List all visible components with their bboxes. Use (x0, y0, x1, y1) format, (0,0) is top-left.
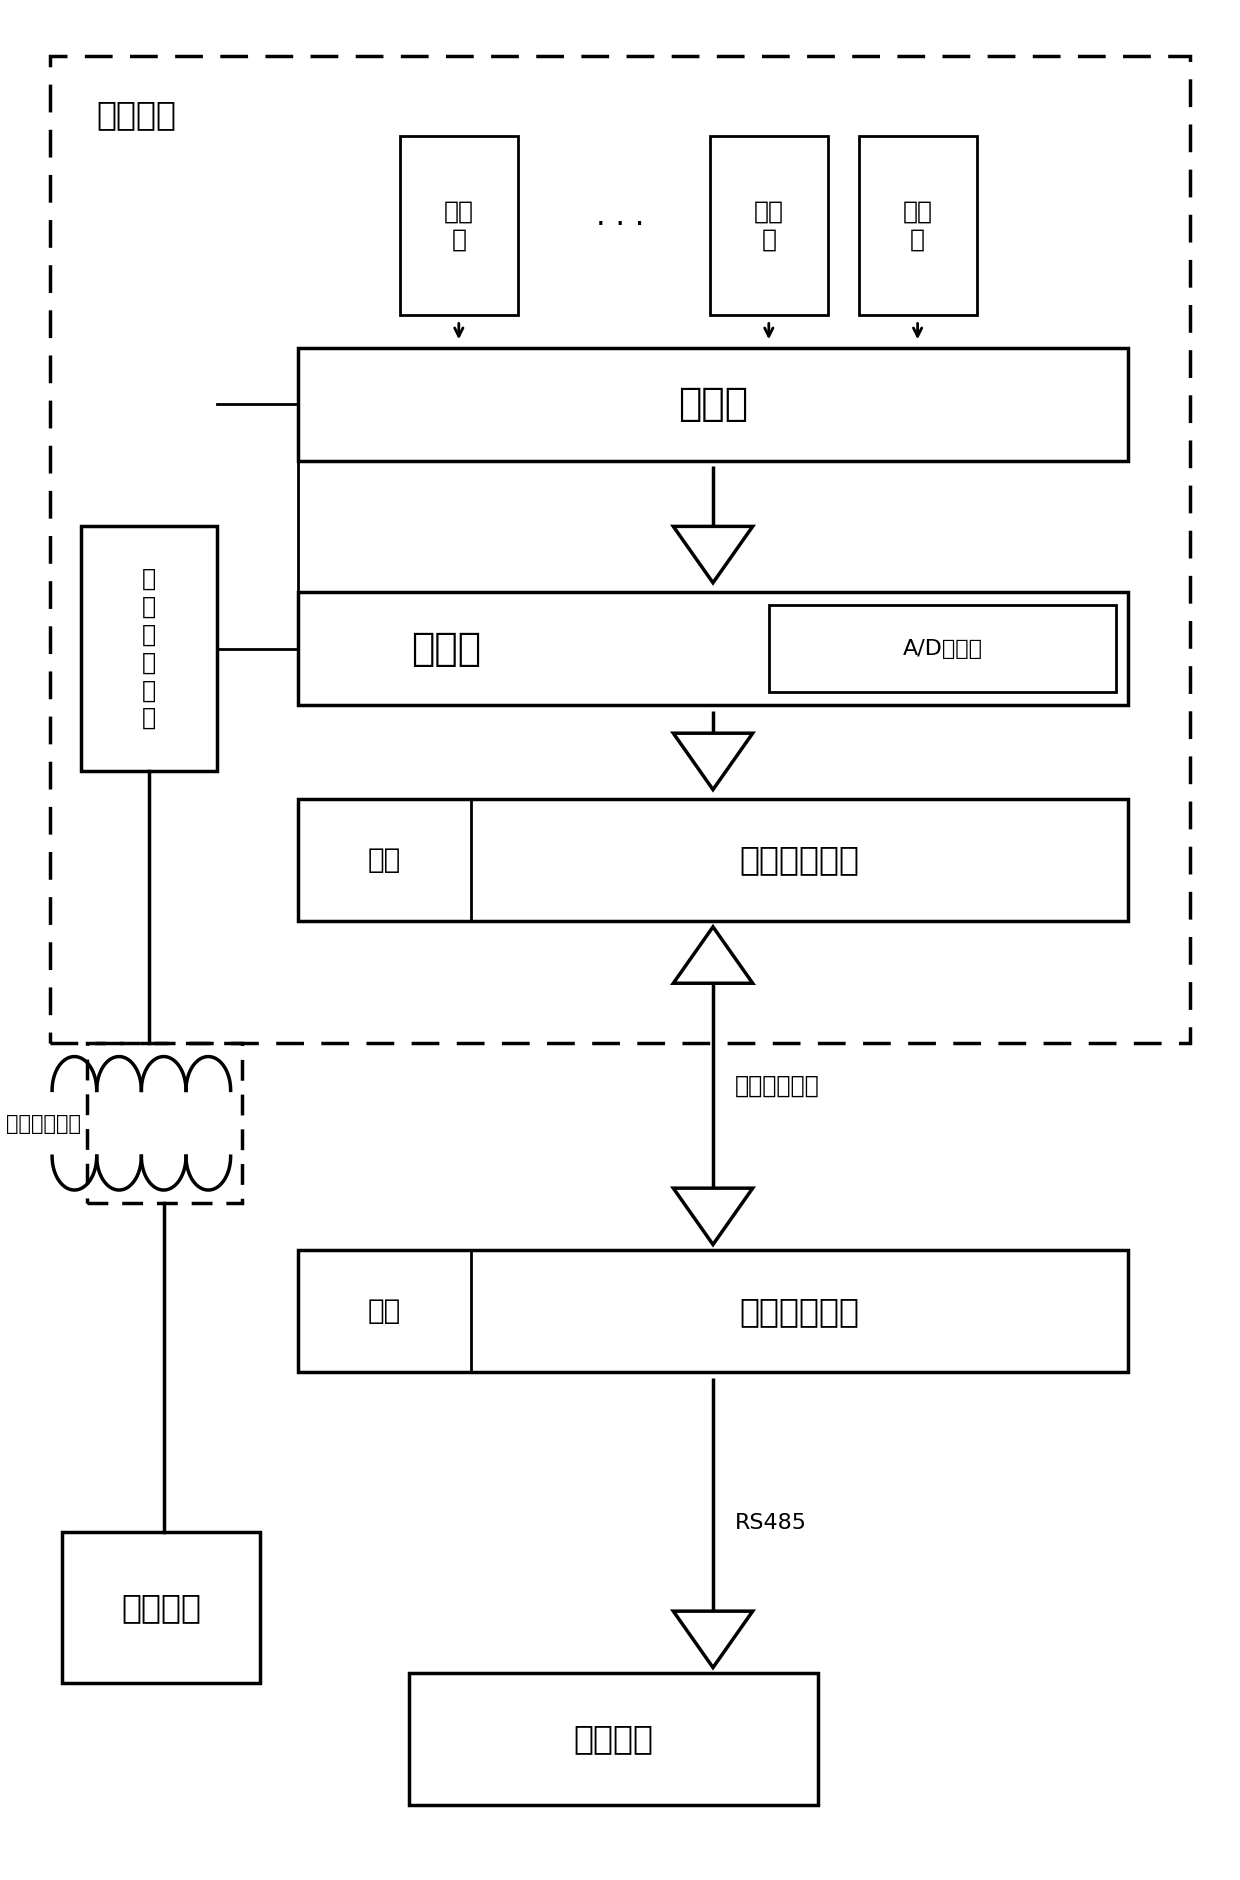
Text: 互感式变压器: 互感式变压器 (6, 1115, 81, 1134)
Bar (769, 605, 1116, 692)
Polygon shape (673, 1611, 753, 1668)
Polygon shape (673, 927, 753, 983)
Bar (298, 1250, 1128, 1372)
Polygon shape (673, 733, 753, 790)
Text: · · ·: · · · (595, 211, 645, 241)
Bar (81, 526, 217, 771)
Bar (87, 1043, 242, 1203)
Text: 传感
器: 传感 器 (903, 199, 932, 252)
Text: 无线传输模块: 无线传输模块 (740, 1295, 859, 1327)
Text: 处理器: 处理器 (412, 630, 481, 667)
Text: 传感
器: 传感 器 (754, 199, 784, 252)
Bar (409, 1673, 818, 1805)
Bar (298, 348, 1128, 461)
Text: 外部电源: 外部电源 (122, 1590, 201, 1624)
Bar (298, 592, 1128, 705)
Text: 外部设备: 外部设备 (574, 1722, 653, 1756)
Bar (858, 137, 977, 314)
Bar (298, 799, 1128, 921)
Polygon shape (673, 526, 753, 583)
Bar (62, 1532, 260, 1683)
Text: 放大器: 放大器 (678, 385, 748, 423)
Text: 红外无线传输: 红外无线传输 (735, 1073, 820, 1098)
Bar (50, 56, 1190, 1043)
Polygon shape (673, 1188, 753, 1245)
Text: 传感
器: 传感 器 (444, 199, 474, 252)
Bar (709, 137, 828, 314)
Text: 旋转部件: 旋转部件 (97, 98, 176, 132)
Text: 编码: 编码 (368, 846, 401, 874)
Text: 整
流
滤
波
模
块: 整 流 滤 波 模 块 (141, 568, 156, 729)
Bar (399, 137, 518, 314)
Text: A/D转换器: A/D转换器 (903, 639, 982, 658)
Text: 无线传输模块: 无线传输模块 (740, 844, 859, 876)
Text: RS485: RS485 (735, 1513, 807, 1532)
Text: 解码: 解码 (368, 1297, 401, 1325)
